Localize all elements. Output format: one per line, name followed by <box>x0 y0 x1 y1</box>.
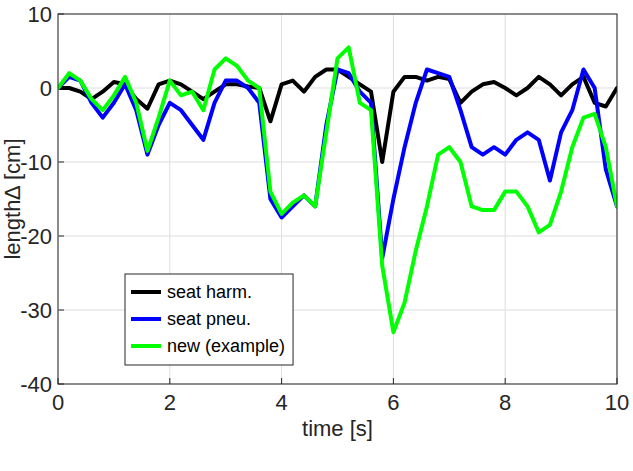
legend-swatch <box>131 290 161 294</box>
frame <box>58 14 617 384</box>
tick <box>58 310 64 311</box>
tick <box>58 162 64 163</box>
tick <box>281 378 282 384</box>
x-axis-label: time [s] <box>302 416 373 441</box>
legend-swatch <box>131 344 161 348</box>
legend-label: seat pneu. <box>167 309 251 329</box>
tick-label: 0 <box>40 76 52 101</box>
tick-label: 6 <box>387 390 399 415</box>
plot-area <box>58 14 617 384</box>
tick-label: 10 <box>605 390 629 415</box>
tick-label: 4 <box>275 390 287 415</box>
grid-line <box>505 14 506 384</box>
series-line <box>58 70 617 259</box>
tick-label: 2 <box>164 390 176 415</box>
tick <box>169 378 170 384</box>
tick-label: 10 <box>28 2 52 27</box>
tick-label: -30 <box>20 298 52 323</box>
legend-label: new (example) <box>167 336 285 356</box>
series-line <box>58 70 617 163</box>
legend-box <box>125 274 293 365</box>
y-axis-label: length∆ [cm] <box>0 138 25 259</box>
grid-line <box>58 162 617 163</box>
tick <box>505 378 506 384</box>
tick-label: 8 <box>499 390 511 415</box>
tick <box>58 236 64 237</box>
chart: -40-30-20-100100246810time [s]length∆ [c… <box>0 0 633 471</box>
tick <box>393 378 394 384</box>
tick-label: 0 <box>52 390 64 415</box>
legend: seat harm. seat pneu. new (example) <box>125 274 293 365</box>
legend-swatch <box>131 317 161 321</box>
tick-label: -40 <box>20 372 52 397</box>
grid-line <box>58 236 617 237</box>
grid-line <box>58 88 617 89</box>
legend-label: seat harm. <box>167 282 252 302</box>
